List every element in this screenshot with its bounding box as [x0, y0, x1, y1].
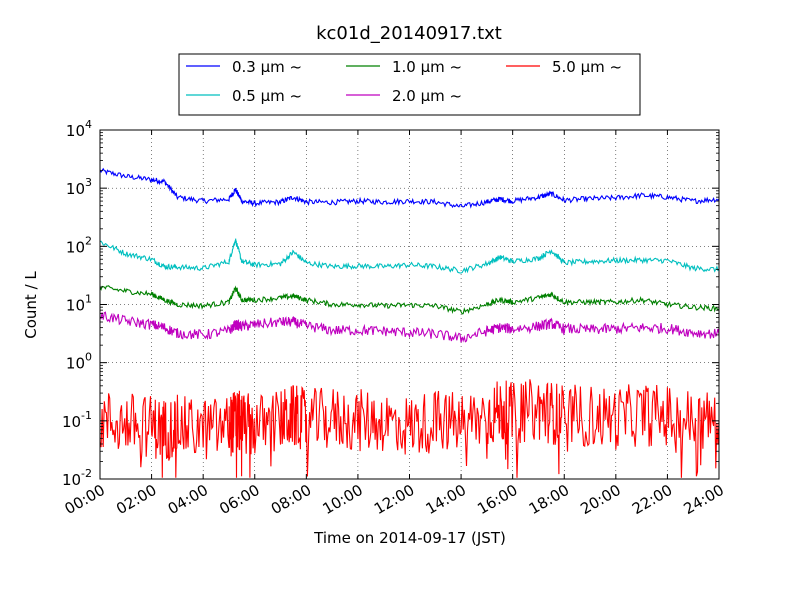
y-tick-label: 103: [66, 176, 92, 198]
series-line-2: [99, 285, 720, 315]
y-tick-label: 101: [66, 293, 92, 315]
series-line-4: [99, 379, 720, 478]
y-axis-label: Count / L: [22, 271, 40, 339]
y-axis-ticks: 10-2 10-1 100 101 102 103 104: [62, 118, 719, 489]
series-line-3: [99, 311, 720, 343]
y-tick-label: 100: [66, 351, 92, 373]
y-tick-label: 10-1: [62, 409, 92, 431]
chart-title: kc01d_20140917.txt: [316, 23, 502, 44]
legend: 0.3 μm ~ 0.5 μm ~ 1.0 μm ~ 2.0 μm ~ 5.0 μm ~: [178, 53, 641, 116]
legend-label: 0.3 μm ~: [232, 58, 302, 76]
legend-label: 1.0 μm ~: [392, 58, 462, 76]
y-tick-label: 10-2: [62, 467, 92, 489]
x-axis-label: Time on 2014-09-17 (JST): [313, 529, 506, 547]
series-line-1: [99, 238, 720, 274]
y-tick-label: 104: [66, 118, 92, 140]
legend-label: 2.0 μm ~: [392, 87, 462, 105]
series-layer: [99, 167, 720, 478]
series-line-0: [99, 167, 720, 209]
legend-label: 5.0 μm ~: [552, 58, 622, 76]
legend-label: 0.5 μm ~: [232, 87, 302, 105]
legend-frame: [178, 53, 641, 116]
y-tick-label: 102: [66, 234, 92, 256]
